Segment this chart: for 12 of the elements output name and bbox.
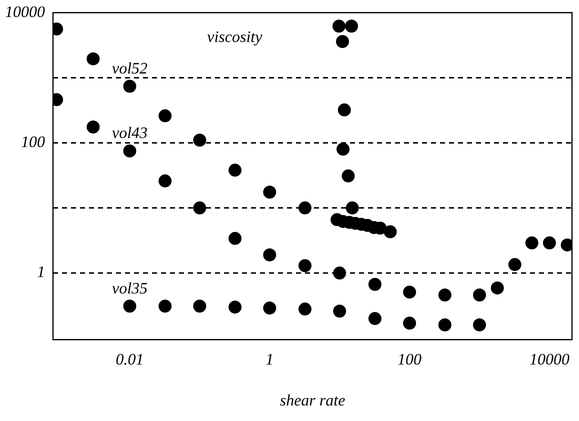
- series-label: vol52: [112, 60, 148, 78]
- y-tick-label: 1: [37, 264, 45, 282]
- x-tick-label: 100: [398, 351, 422, 368]
- y-axis-title: viscosity: [207, 28, 264, 46]
- series-label: vol35: [112, 280, 148, 298]
- x-axis-title: shear rate: [280, 392, 346, 410]
- y-tick-label: 10000: [5, 4, 45, 21]
- x-tick-label: 0.01: [116, 351, 144, 368]
- series-label: vol43: [112, 125, 148, 142]
- x-tick-label: 10000: [529, 351, 570, 368]
- y-tick-label: 100: [21, 134, 45, 152]
- x-tick-label: 1: [266, 351, 274, 368]
